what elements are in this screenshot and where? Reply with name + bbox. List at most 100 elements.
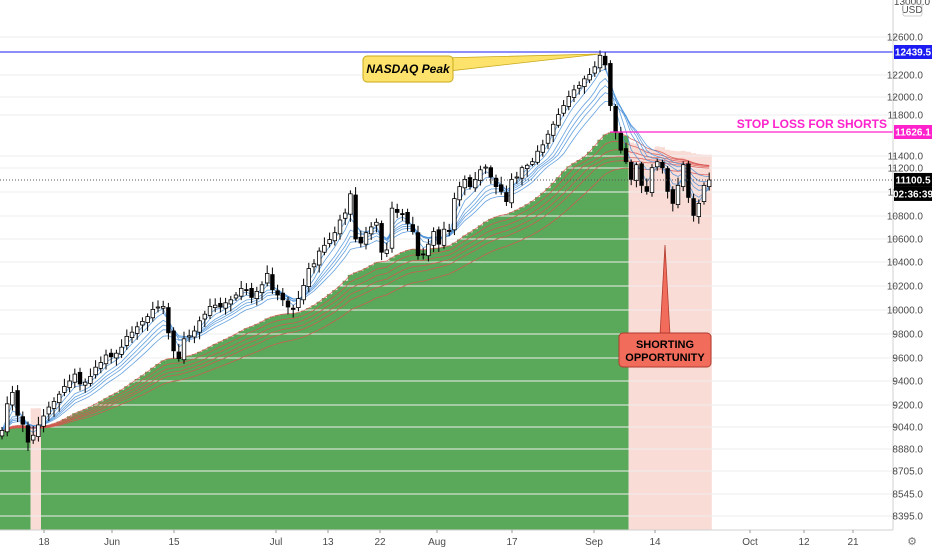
x-tick-label: Aug [428, 537, 446, 548]
x-tick-label: Sep [585, 537, 603, 548]
bull-zone [41, 132, 629, 530]
shorting-text-line1: SHORTING [636, 339, 694, 351]
y-tick-label: 9400.0 [892, 377, 923, 388]
candle-body [467, 177, 473, 188]
candle-body [212, 304, 218, 309]
y-tick-label: 10600.0 [887, 235, 924, 246]
candle-body [530, 161, 535, 165]
candle-body [707, 179, 712, 187]
y-tick-label: 10400.0 [887, 258, 924, 269]
candle-body [192, 330, 197, 338]
candle-body [134, 326, 140, 334]
y-tick-label: 10800.0 [887, 212, 924, 223]
countdown-label: 02:36:39 [893, 189, 932, 200]
x-tick-label: 15 [168, 537, 180, 548]
candle-body [270, 274, 275, 291]
candle-body [160, 305, 166, 309]
candle-body [238, 287, 244, 297]
candle-body [358, 236, 363, 244]
candle-body [561, 105, 566, 114]
x-tick-label: 12 [798, 537, 810, 548]
candle-body [228, 299, 233, 305]
shorting-text-line2: OPPORTUNITY [625, 352, 705, 364]
candle-body [446, 229, 452, 232]
axis-corner [893, 530, 932, 550]
candle-body [114, 352, 119, 359]
candle-body [72, 373, 77, 383]
price-axis-bg [893, 0, 932, 550]
candle-body [436, 229, 441, 245]
candle-body [249, 287, 254, 298]
candle-body [493, 177, 499, 187]
y-tick-label: 8395.0 [892, 512, 923, 523]
candle-body [98, 362, 103, 369]
y-tick-label: 10200.0 [887, 282, 924, 293]
y-tick-label: 9600.0 [892, 354, 923, 365]
candle-body [181, 338, 187, 361]
candle-body [207, 305, 213, 316]
candle-body [140, 320, 145, 326]
y-tick-label: 9200.0 [892, 401, 923, 412]
candle-body [145, 316, 150, 324]
candle-body [592, 66, 597, 74]
peak-pointer [439, 53, 601, 73]
candle-body [363, 232, 369, 245]
x-tick-label: 21 [847, 537, 859, 548]
candle-body [540, 144, 545, 153]
candle-body [701, 184, 707, 202]
x-tick-label: Oct [742, 537, 758, 548]
candle-body [509, 178, 514, 204]
candle-body [623, 148, 629, 163]
candle-body [686, 163, 691, 198]
candle-body [478, 169, 483, 182]
candle-body [472, 178, 478, 189]
candle-body [577, 85, 582, 89]
candle-body [639, 163, 644, 186]
candle-body [384, 249, 389, 254]
y-tick-label: 8545.0 [892, 490, 923, 501]
candle-body [394, 208, 400, 213]
candle-body [655, 161, 660, 168]
candle-body [597, 54, 603, 69]
bull-zone [0, 425, 31, 530]
candle-body [10, 391, 15, 406]
candle-body [566, 96, 571, 107]
candle-body [353, 194, 358, 240]
candle-body [452, 198, 457, 231]
slow-ma-line [1, 149, 710, 431]
candle-body [202, 313, 207, 320]
candle-body [519, 167, 525, 179]
candle-body [254, 290, 259, 299]
x-tick-label: Jul [270, 537, 283, 548]
candle-body [420, 253, 426, 256]
candle-body [20, 416, 25, 425]
candle-body [629, 161, 634, 180]
candle-body [400, 213, 405, 216]
candle-body [88, 375, 93, 384]
candle-body [342, 212, 348, 219]
countdown-tag [894, 186, 932, 201]
candle-body [551, 123, 556, 136]
candle-body [109, 352, 114, 358]
candle-body [51, 400, 57, 409]
candle-body [155, 306, 161, 309]
candle-body [296, 298, 301, 309]
candle-body [327, 239, 332, 244]
candle-body [119, 346, 124, 355]
candle-body [233, 294, 239, 299]
candle-body [15, 390, 20, 416]
x-tick-label: Jun [104, 537, 120, 548]
y-tick-label: 8705.0 [892, 467, 923, 478]
candle-body [150, 308, 155, 319]
candle-body [77, 371, 83, 385]
candle-body [457, 186, 462, 201]
candle-body [415, 232, 421, 257]
stop-loss-text: STOP LOSS FOR SHORTS [737, 117, 887, 131]
candle-body [0, 430, 5, 437]
candle-body [504, 192, 509, 203]
candle-body [582, 78, 587, 87]
current-price-tag [894, 172, 932, 187]
slow-ma-line [1, 140, 710, 431]
